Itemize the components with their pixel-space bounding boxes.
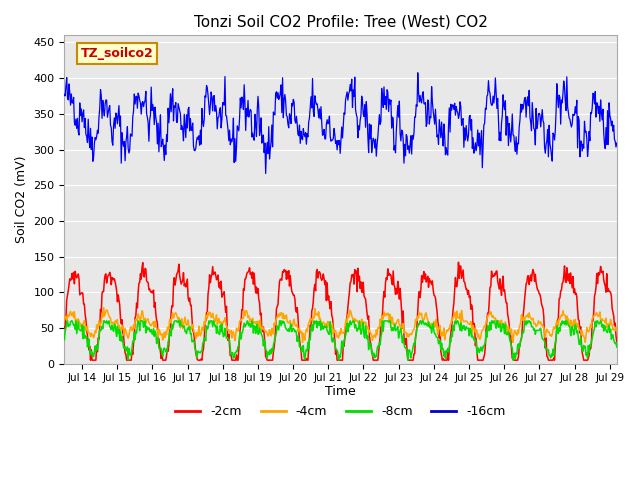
X-axis label: Time: Time — [325, 385, 356, 398]
Y-axis label: Soil CO2 (mV): Soil CO2 (mV) — [15, 156, 28, 243]
Text: TZ_soilco2: TZ_soilco2 — [81, 47, 154, 60]
Legend: -2cm, -4cm, -8cm, -16cm: -2cm, -4cm, -8cm, -16cm — [170, 400, 511, 423]
Title: Tonzi Soil CO2 Profile: Tree (West) CO2: Tonzi Soil CO2 Profile: Tree (West) CO2 — [194, 15, 488, 30]
